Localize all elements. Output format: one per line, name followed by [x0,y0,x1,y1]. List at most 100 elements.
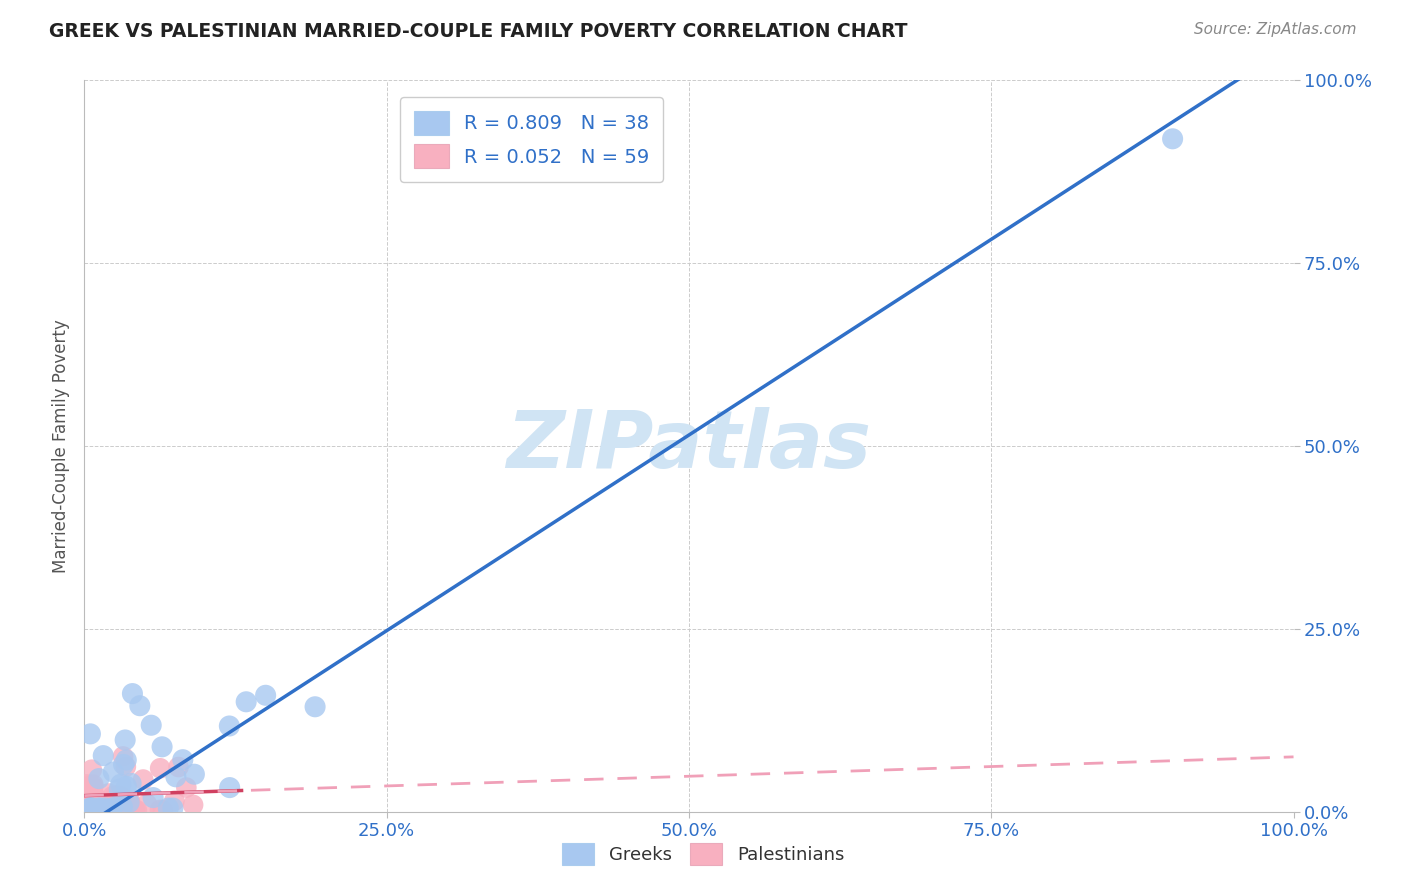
Point [115,780,138,794]
Point [111,800,134,814]
Point [103,764,125,779]
Point [304,699,326,714]
Point [76,802,98,816]
Point [152,803,174,817]
Point [82,794,104,808]
Point [94,803,117,817]
Point [141,718,163,732]
Y-axis label: Married-Couple Family Poverty: Married-Couple Family Poverty [52,319,70,573]
Point [76,803,98,817]
Text: GREEK VS PALESTINIAN MARRIED-COUPLE FAMILY POVERTY CORRELATION CHART: GREEK VS PALESTINIAN MARRIED-COUPLE FAMI… [49,22,908,41]
Point [76,777,98,791]
Point [105,790,128,805]
Point [172,753,194,767]
Point [124,803,146,817]
Point [114,733,136,747]
Point [118,796,141,810]
Point [118,794,141,808]
Point [87,801,110,815]
Point [83,794,105,808]
Point [108,801,131,815]
Point [163,794,186,808]
Point [91,803,114,817]
Text: Source: ZipAtlas.com: Source: ZipAtlas.com [1194,22,1357,37]
Point [77,802,100,816]
Point [101,801,124,815]
Legend: Greeks, Palestinians: Greeks, Palestinians [553,834,853,874]
Point [82,803,104,817]
Point [218,719,240,733]
Point [110,789,132,803]
Point [118,796,141,810]
Point [149,761,172,775]
Point [150,739,173,754]
Point [107,801,129,815]
Point [115,753,138,767]
Point [76,799,98,814]
Point [132,772,155,787]
Point [120,776,142,790]
Point [76,802,98,816]
Point [79,801,101,815]
Point [87,772,110,786]
Point [176,780,198,795]
Point [101,802,124,816]
Point [84,797,107,811]
Point [101,801,124,815]
Legend: R = 0.809   N = 38, R = 0.052   N = 59: R = 0.809 N = 38, R = 0.052 N = 59 [401,97,664,182]
Point [87,793,110,807]
Point [142,790,165,805]
Point [87,798,110,813]
Text: ZIPatlas: ZIPatlas [506,407,872,485]
Point [118,803,141,817]
Point [84,790,107,805]
Point [104,789,127,803]
Point [108,782,131,797]
Point [76,802,98,816]
Point [82,801,104,815]
Point [79,727,101,741]
Point [254,688,277,702]
Point [82,778,104,792]
Point [108,803,131,817]
Point [82,790,104,805]
Point [89,801,111,815]
Point [79,801,101,815]
Point [115,760,138,774]
Point [136,797,159,812]
Point [76,803,98,817]
Point [112,757,135,772]
Point [149,803,172,817]
Point [1161,132,1184,146]
Point [111,800,134,814]
Point [128,698,150,713]
Point [103,802,125,816]
Point [183,767,205,781]
Point [87,801,110,815]
Point [79,801,101,815]
Point [162,801,184,815]
Point [121,687,143,701]
Point [157,801,180,815]
Point [97,787,120,801]
Point [82,800,104,814]
Point [91,748,114,763]
Point [167,760,190,774]
Point [94,801,117,815]
Point [80,763,103,777]
Point [125,803,148,817]
Point [165,770,187,784]
Point [82,780,104,794]
Point [110,777,132,791]
Point [101,789,124,804]
Point [79,800,101,814]
Point [76,786,98,800]
Point [91,801,114,815]
Point [181,797,204,812]
Point [86,803,108,817]
Point [235,695,257,709]
Point [76,780,98,795]
Point [93,803,115,817]
Point [76,801,98,815]
Point [112,749,135,764]
